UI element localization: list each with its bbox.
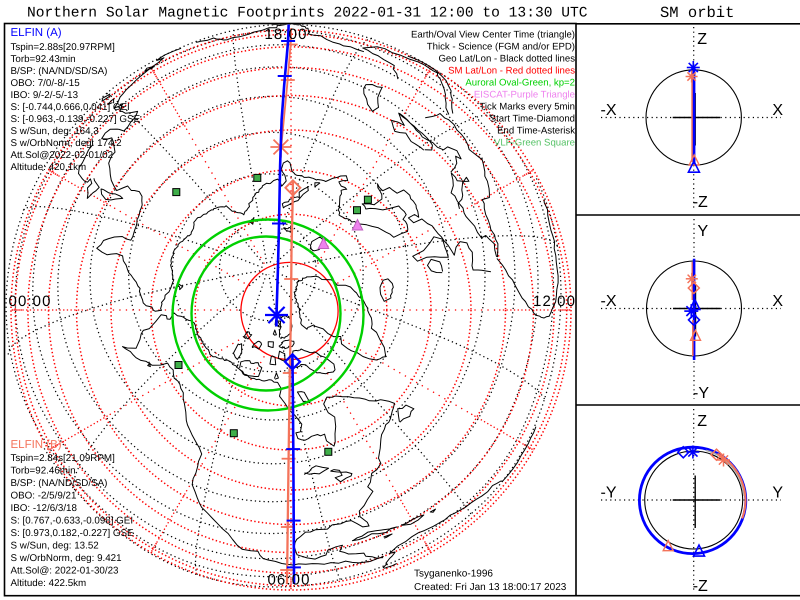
svg-text:X: X <box>772 102 783 119</box>
svg-text:12:00: 12:00 <box>533 293 576 310</box>
svg-text:End Time-Asterisk: End Time-Asterisk <box>497 125 575 136</box>
svg-text:-Z: -Z <box>693 578 708 595</box>
svg-text:Tsyganenko-1996: Tsyganenko-1996 <box>414 569 493 580</box>
svg-text:Torb=92.43min: Torb=92.43min <box>11 54 76 65</box>
svg-text:-Z: -Z <box>693 194 708 211</box>
svg-text:Tspin=2.88s[20.97RPM]: Tspin=2.88s[20.97RPM] <box>11 42 116 53</box>
svg-text:Created: Fri Jan 13 18:00:17 2: Created: Fri Jan 13 18:00:17 2023 <box>414 582 567 593</box>
svg-text:IBO: -12/6/3/18: IBO: -12/6/3/18 <box>11 503 78 514</box>
svg-text:-Y: -Y <box>601 485 617 502</box>
svg-text:S: [-0.963,-0.139,-0.227] GSE: S: [-0.963,-0.139,-0.227] GSE <box>11 114 141 125</box>
svg-text:Auroral Oval-Green, kp=2: Auroral Oval-Green, kp=2 <box>465 77 575 88</box>
svg-text:S: [0.973,0.182,-0.227] GSE: S: [0.973,0.182,-0.227] GSE <box>11 528 135 539</box>
svg-text:ELFIN (A): ELFIN (A) <box>11 27 62 39</box>
svg-text:VLF-Green Square: VLF-Green Square <box>494 137 575 148</box>
svg-text:Torb=92.46min: Torb=92.46min <box>11 466 76 477</box>
svg-text:Y: Y <box>698 223 709 240</box>
svg-text:Tspin=2.84s[21.09RPM]: Tspin=2.84s[21.09RPM] <box>11 453 116 464</box>
svg-text:Thick - Science (FGM and/or EP: Thick - Science (FGM and/or EPD) <box>427 41 575 52</box>
svg-text:EISCAT-Purple Triangle: EISCAT-Purple Triangle <box>474 89 575 100</box>
svg-text:06:00: 06:00 <box>267 572 310 589</box>
svg-text:X: X <box>772 293 783 310</box>
svg-text:Att.Sol@: 2022-01-30/23: Att.Sol@: 2022-01-30/23 <box>11 566 120 577</box>
svg-text:S w/Sun, deg: 13.52: S w/Sun, deg: 13.52 <box>11 541 99 552</box>
svg-text:SM orbit: SM orbit <box>660 4 734 22</box>
svg-text:Geo Lat/Lon - Black dotted lin: Geo Lat/Lon - Black dotted lines <box>438 53 575 64</box>
svg-text:Altitude: 422.5km: Altitude: 422.5km <box>11 578 87 589</box>
svg-text:S w/OrbNorm, deg: 9.421: S w/OrbNorm, deg: 9.421 <box>11 553 122 564</box>
svg-text:Altitude: 420.1km: Altitude: 420.1km <box>11 162 87 173</box>
svg-text:S w/Sun, deg: 164.3: S w/Sun, deg: 164.3 <box>11 126 100 137</box>
svg-text:Start Time-Diamond: Start Time-Diamond <box>490 113 575 124</box>
svg-text:18:00: 18:00 <box>264 26 307 43</box>
svg-text:IBO: 9/-2/-5/-13: IBO: 9/-2/-5/-13 <box>11 90 79 101</box>
svg-text:Att.Sol@2022-02-01/02: Att.Sol@2022-02-01/02 <box>11 150 114 161</box>
svg-text:B/SP: (NA/ND/SD/SA): B/SP: (NA/ND/SD/SA) <box>11 478 108 489</box>
svg-text:-X: -X <box>601 102 617 119</box>
svg-text:OBO: -2/5/9/21: OBO: -2/5/9/21 <box>11 491 77 502</box>
svg-text:OBO: 7/0/-8/-15: OBO: 7/0/-8/-15 <box>11 78 81 89</box>
svg-text:S w/OrbNorm, deg: 174.2: S w/OrbNorm, deg: 174.2 <box>11 138 122 149</box>
svg-text:S: [-0.744,0.666,0.041] GEI: S: [-0.744,0.666,0.041] GEI <box>11 102 130 113</box>
svg-text:Tick Marks every 5min: Tick Marks every 5min <box>479 101 575 112</box>
svg-text:Z: Z <box>697 31 707 48</box>
svg-text:-X: -X <box>601 293 617 310</box>
svg-text:Earth/Oval View Center Time (t: Earth/Oval View Center Time (triangle) <box>411 29 575 40</box>
svg-text:-Y: -Y <box>693 385 709 402</box>
svg-text:SM Lat/Lon - Red dotted lines: SM Lat/Lon - Red dotted lines <box>448 65 575 76</box>
svg-text:B/SP: (NA/ND/SD/SA): B/SP: (NA/ND/SD/SA) <box>11 66 108 77</box>
svg-text:Z: Z <box>697 413 707 430</box>
svg-text:S: [0.767,-0.633,-0.098] GEI: S: [0.767,-0.633,-0.098] GEI <box>11 516 134 527</box>
svg-text:Y: Y <box>772 485 783 502</box>
svg-text:00:00: 00:00 <box>9 293 52 310</box>
svg-text:ELFIN (B): ELFIN (B) <box>11 439 62 451</box>
svg-text:Northern Solar Magnetic Footpr: Northern Solar Magnetic Footprints 2022-… <box>27 6 588 22</box>
